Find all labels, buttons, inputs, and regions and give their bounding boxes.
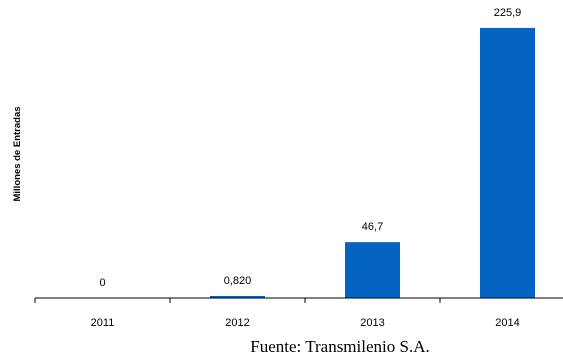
x-tick-label-2011: 2011 (91, 317, 115, 329)
value-labels-group: 0 0,820 46,7 225,9 (99, 7, 521, 289)
source-note: Fuente: Transmilenio S.A. (250, 337, 429, 356)
bar-2014 (480, 27, 535, 299)
x-labels-group: 2011 2012 2013 2014 (91, 317, 520, 329)
x-tick-label-2014: 2014 (495, 317, 519, 329)
value-label-2014: 225,9 (494, 7, 522, 19)
bars-group (210, 27, 535, 299)
y-axis-label: Millones de Entradas (12, 106, 23, 201)
value-label-2013: 46,7 (362, 221, 383, 233)
x-ticks-group (34, 298, 441, 303)
value-label-2011: 0 (99, 277, 105, 289)
x-tick-label-2012: 2012 (225, 317, 249, 329)
bar-2013 (345, 242, 400, 298)
value-label-2012: 0,820 (224, 275, 252, 287)
x-tick-label-2013: 2013 (360, 317, 384, 329)
bar-2012 (210, 296, 265, 298)
